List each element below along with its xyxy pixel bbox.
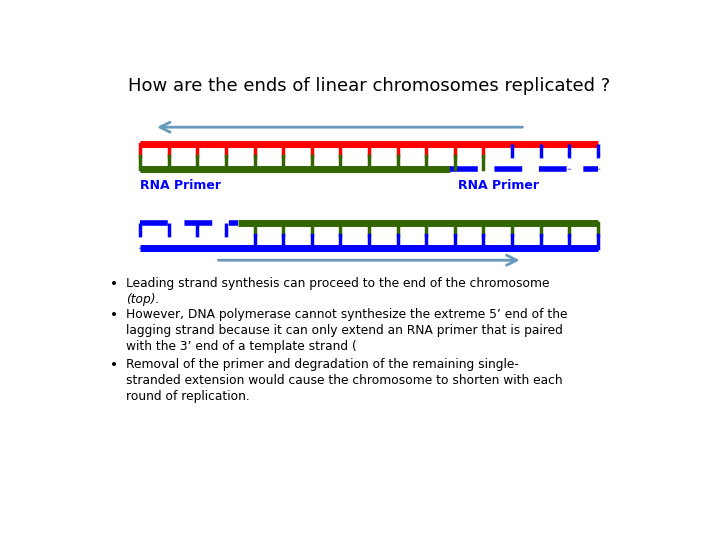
Text: RNA Primer: RNA Primer xyxy=(459,179,539,192)
Text: round of replication.: round of replication. xyxy=(126,389,250,402)
Text: RNA Primer: RNA Primer xyxy=(140,179,221,192)
Text: Removal of the primer and degradation of the remaining single-: Removal of the primer and degradation of… xyxy=(126,358,519,371)
Text: •: • xyxy=(109,308,117,322)
Text: However, DNA polymerase cannot synthesize the extreme 5’ end of the: However, DNA polymerase cannot synthesiz… xyxy=(126,308,568,321)
Text: •: • xyxy=(109,277,117,291)
Text: with the 3’ end of a template strand (: with the 3’ end of a template strand ( xyxy=(126,340,357,353)
Text: Leading strand synthesis can proceed to the end of the chromosome: Leading strand synthesis can proceed to … xyxy=(126,277,550,290)
Text: How are the ends of linear chromosomes replicated ?: How are the ends of linear chromosomes r… xyxy=(128,77,610,95)
Text: stranded extension would cause the chromosome to shorten with each: stranded extension would cause the chrom… xyxy=(126,374,563,387)
Text: (top).: (top). xyxy=(126,293,160,306)
Text: •: • xyxy=(109,358,117,372)
Text: lagging strand because it can only extend an RNA primer that is paired: lagging strand because it can only exten… xyxy=(126,324,563,337)
